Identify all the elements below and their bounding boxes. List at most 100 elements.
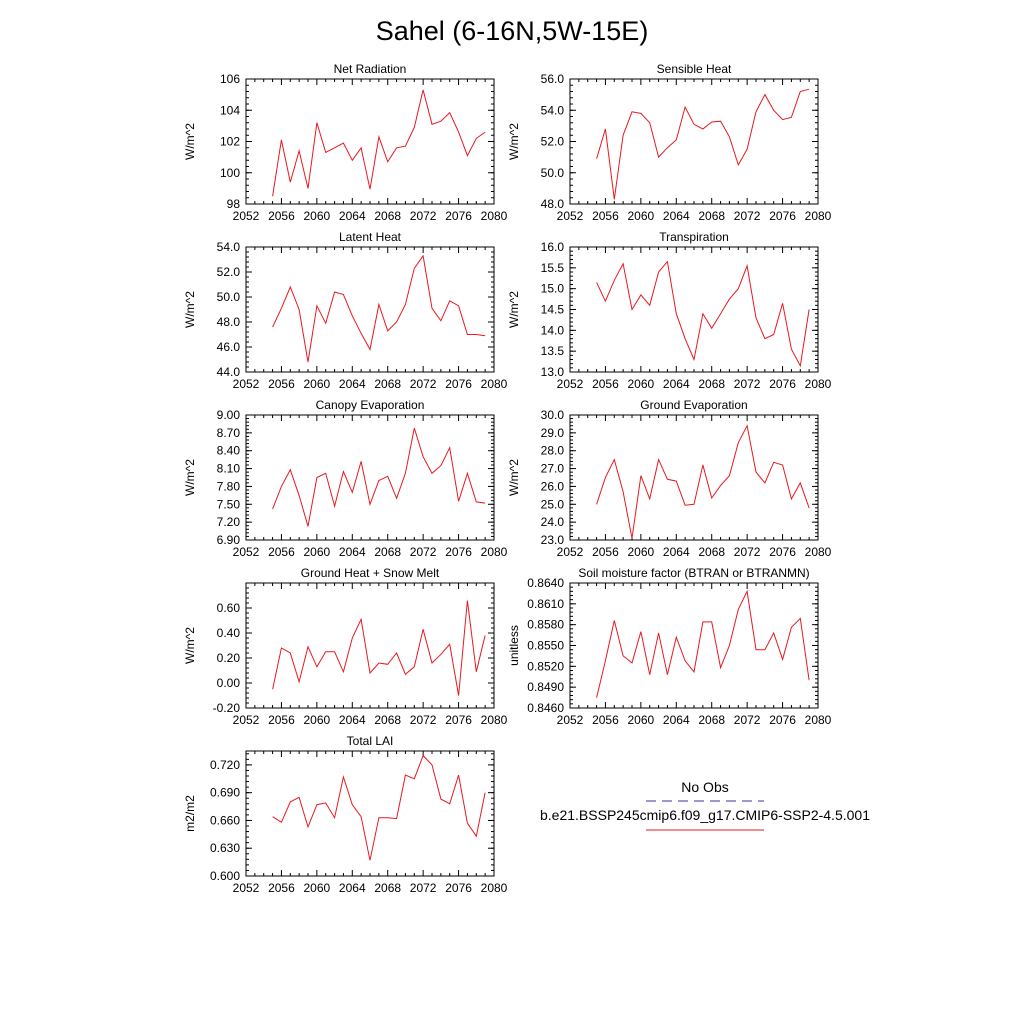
y-tick-label: 29.0 <box>541 426 565 440</box>
y-tick-label: 7.50 <box>217 497 241 511</box>
y-tick-label: 8.10 <box>217 462 241 476</box>
y-tick-label: 0.20 <box>217 651 241 665</box>
y-tick-label: 44.0 <box>217 365 241 379</box>
x-tick-label: 2080 <box>805 545 832 559</box>
y-axis-label: W/m^2 <box>183 459 197 496</box>
y-axis-label: W/m^2 <box>183 291 197 328</box>
panel-3: Latent Heat W/m^2 2052 2056 2060 2064 2068 2072… <box>183 230 508 391</box>
x-tick-label: 2076 <box>445 545 472 559</box>
x-tick-label: 2060 <box>628 545 655 559</box>
x-tick-label: 2060 <box>304 209 331 223</box>
x-tick-label: 2072 <box>410 377 437 391</box>
x-tick-label: 2052 <box>233 209 260 223</box>
x-tick-label: 2056 <box>268 377 295 391</box>
x-tick-label: 2080 <box>805 209 832 223</box>
y-tick-label: 50.0 <box>541 166 565 180</box>
x-tick-label: 2064 <box>663 545 690 559</box>
panel-title: Latent Heat <box>339 230 402 244</box>
panel-7: Ground Heat + Snow Melt W/m^2 2052 2056 2060… <box>183 566 508 727</box>
x-tick-label: 2080 <box>481 209 508 223</box>
y-axis-label: W/m^2 <box>183 123 197 160</box>
x-tick-label: 2052 <box>233 377 260 391</box>
y-tick-label: 46.0 <box>217 340 241 354</box>
legend-label-model: b.e21.BSSP245cmip6.f09_g17.CMIP6-SSP2-4.… <box>540 807 870 823</box>
x-tick-label: 2052 <box>557 377 584 391</box>
panel-title: Ground Heat + Snow Melt <box>301 566 440 580</box>
y-axis-label: m2/m2 <box>183 795 197 832</box>
x-tick-label: 2060 <box>628 377 655 391</box>
y-tick-label: 13.0 <box>541 365 565 379</box>
x-tick-label: 2076 <box>769 209 796 223</box>
y-tick-label: 7.80 <box>217 479 241 493</box>
y-tick-label: 16.0 <box>541 240 565 254</box>
x-tick-label: 2080 <box>481 881 508 895</box>
y-tick-label: 9.00 <box>217 408 241 422</box>
y-tick-label: 56.0 <box>541 72 565 86</box>
x-tick-label: 2072 <box>734 713 761 727</box>
figure-title: Sahel (6-16N,5W-15E) <box>376 16 649 46</box>
y-tick-label: 13.5 <box>541 344 565 358</box>
x-tick-label: 2056 <box>268 881 295 895</box>
x-tick-label: 2068 <box>374 545 401 559</box>
x-tick-label: 2060 <box>304 377 331 391</box>
y-tick-label: 54.0 <box>217 240 241 254</box>
x-tick-label: 2080 <box>805 713 832 727</box>
x-tick-label: 2068 <box>374 713 401 727</box>
panel-title: Canopy Evaporation <box>316 398 425 412</box>
y-tick-label: 27.0 <box>541 462 565 476</box>
x-tick-label: 2072 <box>410 713 437 727</box>
y-tick-label: 104 <box>220 103 240 117</box>
y-tick-label: 106 <box>220 72 240 86</box>
x-tick-label: 2056 <box>592 209 619 223</box>
x-tick-label: 2068 <box>698 713 725 727</box>
x-tick-label: 2052 <box>557 713 584 727</box>
x-tick-label: 2064 <box>339 209 366 223</box>
panel-6: Ground Evaporation W/m^2 2052 2056 2060 2064 2… <box>507 398 832 559</box>
x-tick-label: 2064 <box>339 545 366 559</box>
panel-5: Canopy Evaporation W/m^2 2052 2056 2060 2064 2… <box>183 398 508 559</box>
y-tick-label: 8.70 <box>217 426 241 440</box>
x-tick-label: 2064 <box>663 713 690 727</box>
x-tick-label: 2060 <box>628 713 655 727</box>
y-tick-label: 0.8640 <box>527 576 564 590</box>
y-axis-label: W/m^2 <box>507 459 521 496</box>
x-tick-label: 2068 <box>698 377 725 391</box>
x-tick-label: 2060 <box>304 881 331 895</box>
x-tick-label: 2076 <box>445 377 472 391</box>
panel-title: Total LAI <box>347 734 394 748</box>
panel-title: Ground Evaporation <box>640 398 747 412</box>
x-tick-label: 2076 <box>445 713 472 727</box>
x-tick-label: 2072 <box>734 209 761 223</box>
y-tick-label: 15.5 <box>541 261 565 275</box>
x-tick-label: 2072 <box>734 545 761 559</box>
x-tick-label: 2052 <box>233 881 260 895</box>
y-tick-label: 26.0 <box>541 479 565 493</box>
x-tick-label: 2056 <box>268 713 295 727</box>
x-tick-label: 2064 <box>663 377 690 391</box>
x-tick-label: 2072 <box>410 545 437 559</box>
x-tick-label: 2068 <box>374 377 401 391</box>
x-tick-label: 2076 <box>445 881 472 895</box>
y-tick-label: -0.20 <box>213 701 241 715</box>
legend: No Obs b.e21.BSSP245cmip6.f09_g17.CMIP6-… <box>540 779 870 831</box>
y-tick-label: 0.8580 <box>527 618 564 632</box>
y-tick-label: 48.0 <box>217 315 241 329</box>
y-tick-label: 0.8460 <box>527 701 564 715</box>
panel-8: Soil moisture factor (BTRAN or BTRANMN) u… <box>507 566 832 727</box>
x-tick-label: 2068 <box>698 545 725 559</box>
y-tick-label: 0.8550 <box>527 639 564 653</box>
y-tick-label: 24.0 <box>541 515 565 529</box>
x-tick-label: 2052 <box>557 209 584 223</box>
panel-title: Sensible Heat <box>657 62 732 76</box>
y-axis-label: W/m^2 <box>507 291 521 328</box>
x-tick-label: 2056 <box>592 377 619 391</box>
y-tick-label: 0.60 <box>217 601 241 615</box>
panel-9: Total LAI m2/m2 2052 2056 2060 2064 2068 2072 20… <box>183 734 508 895</box>
x-tick-label: 2076 <box>769 377 796 391</box>
x-tick-label: 2064 <box>663 209 690 223</box>
x-tick-label: 2064 <box>339 713 366 727</box>
y-tick-label: 8.40 <box>217 444 241 458</box>
x-tick-label: 2080 <box>481 545 508 559</box>
x-tick-label: 2060 <box>628 209 655 223</box>
